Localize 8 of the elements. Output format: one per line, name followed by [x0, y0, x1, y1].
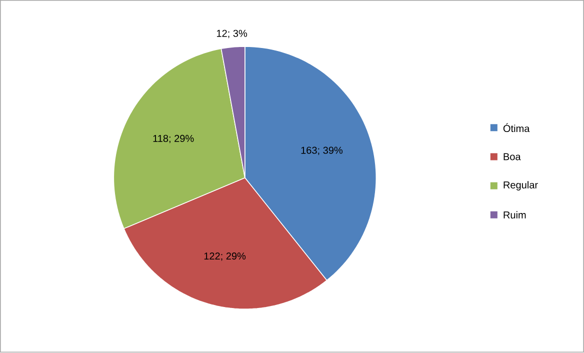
data-label: 122; 29%: [204, 252, 246, 261]
legend-label: Regular: [504, 181, 538, 191]
data-label: 12; 3%: [216, 30, 248, 38]
data-label: 118; 29%: [153, 135, 194, 144]
legend-label: Ruim: [504, 211, 526, 219]
legend-label: Ótima: [503, 124, 530, 132]
legend-label: Boa: [504, 153, 521, 160]
data-label: 163; 39%: [301, 146, 343, 156]
